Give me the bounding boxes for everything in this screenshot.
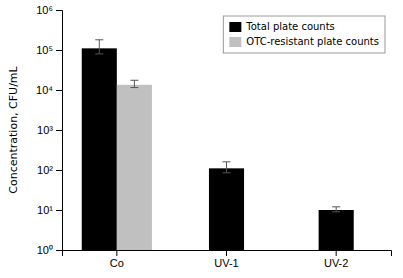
error-line <box>336 207 337 212</box>
error-cap <box>130 80 138 81</box>
x-axis-line <box>63 251 392 257</box>
y-tick-mark <box>56 10 62 11</box>
x-tick: Co <box>110 250 124 269</box>
y-tick-mark <box>56 250 62 251</box>
error-line <box>99 40 100 54</box>
y-tick: 10³ <box>37 124 62 136</box>
legend-label: Total plate counts <box>245 21 334 32</box>
x-tick-mark <box>336 250 337 256</box>
x-axis: Co UV-1 UV-2 <box>63 250 392 269</box>
legend: Total plate counts OTC-resistant plate co… <box>223 16 385 53</box>
y-axis-line <box>56 11 63 251</box>
y-tick: 10² <box>37 164 62 176</box>
x-tick-mark <box>116 250 117 256</box>
bar <box>82 48 117 250</box>
y-tick-label: 10⁶ <box>36 4 53 16</box>
y-tick-mark <box>56 130 62 131</box>
error-cap <box>223 161 231 162</box>
y-tick-label: 10⁵ <box>36 44 53 56</box>
chart: Co UV-1 UV-2 10⁰ 10¹ 10² 10³ 10⁴ 10⁵ 10⁶ Total pla… <box>0 0 403 278</box>
y-tick-mark <box>56 170 62 171</box>
y-tick-label: 10² <box>37 164 53 176</box>
y-tick: 10⁴ <box>36 84 62 96</box>
marks <box>82 40 354 250</box>
error-cap <box>95 39 103 40</box>
y-tick: 10⁰ <box>37 244 62 256</box>
x-tick-label: UV-1 <box>214 257 238 269</box>
error-bar <box>130 80 138 87</box>
y-tick: 10⁵ <box>36 44 62 56</box>
error-cap <box>130 87 138 88</box>
x-tick: UV-1 <box>214 250 238 269</box>
error-cap <box>95 53 103 54</box>
error-bar <box>223 162 231 173</box>
bar <box>209 168 244 250</box>
y-tick: 10⁶ <box>36 4 62 16</box>
error-cap <box>223 172 231 173</box>
legend-swatch <box>229 22 241 32</box>
legend-swatch <box>229 37 241 47</box>
y-tick-mark <box>56 90 62 91</box>
error-bar <box>95 40 103 54</box>
y-axis-title: Concentration, CFU/mL <box>7 65 20 193</box>
error-cap <box>332 211 340 212</box>
legend-box <box>223 16 385 53</box>
y-tick: 10¹ <box>37 204 62 216</box>
x-tick-label: Co <box>110 257 124 269</box>
error-cap <box>332 206 340 207</box>
y-tick-label: 10¹ <box>37 204 53 216</box>
y-tick-mark <box>56 210 62 211</box>
x-tick-mark <box>226 250 227 256</box>
bar <box>319 210 354 250</box>
error-line <box>134 80 135 87</box>
y-tick-mark <box>56 50 62 51</box>
plot: Co UV-1 UV-2 10⁰ 10¹ 10² 10³ 10⁴ 10⁵ 10⁶ Total pla… <box>36 4 391 269</box>
x-tick: UV-2 <box>324 250 348 269</box>
bar <box>117 85 152 250</box>
y-tick-label: 10³ <box>37 124 53 136</box>
y-tick-label: 10⁰ <box>37 244 53 256</box>
y-axis: 10⁰ 10¹ 10² 10³ 10⁴ 10⁵ 10⁶ <box>36 4 62 256</box>
error-bar <box>332 207 340 212</box>
legend-label: OTC-resistant plate counts <box>246 36 379 47</box>
x-tick-label: UV-2 <box>324 257 348 269</box>
y-tick-label: 10⁴ <box>36 84 53 96</box>
error-line <box>226 162 227 173</box>
